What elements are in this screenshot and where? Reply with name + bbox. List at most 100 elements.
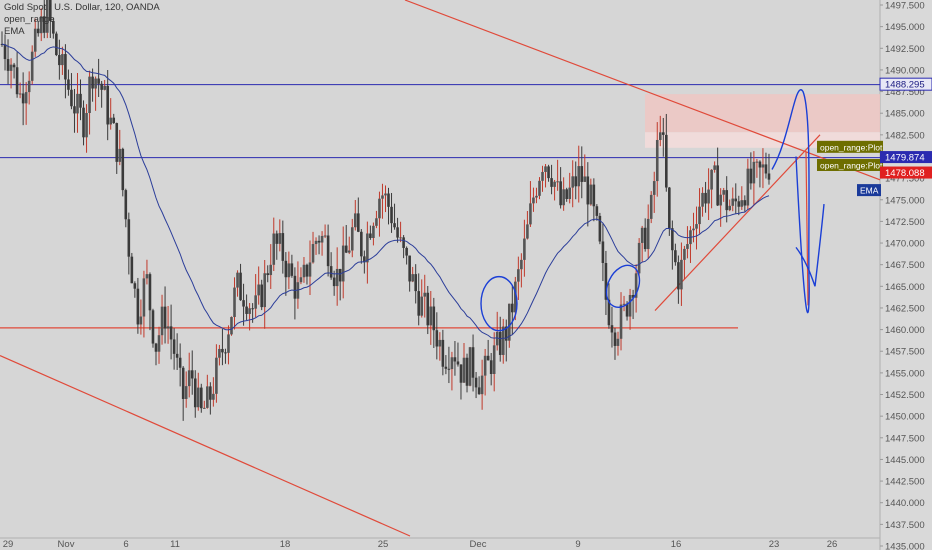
- candle-body: [196, 387, 200, 408]
- candle-body: [341, 245, 345, 282]
- y-tick-label: 1475.000: [885, 195, 925, 206]
- candle-body: [535, 195, 538, 198]
- candle-body: [206, 386, 209, 408]
- candle-body: [734, 198, 738, 202]
- x-tick-label: 6: [123, 539, 128, 550]
- candle-body: [665, 134, 668, 188]
- candle-body: [381, 195, 384, 199]
- candle-body: [619, 304, 623, 339]
- candle-body: [731, 198, 735, 206]
- candle-body: [260, 284, 263, 308]
- candle-body: [755, 161, 759, 163]
- candle-body: [474, 377, 478, 388]
- candle-body: [761, 164, 765, 168]
- candle-body: [583, 176, 587, 182]
- candle-body: [281, 233, 285, 261]
- candle-body: [453, 357, 457, 362]
- candle-body: [45, 0, 49, 33]
- candle-body: [103, 85, 106, 90]
- candle-body: [24, 92, 28, 104]
- candle-body: [661, 132, 665, 135]
- candle-body: [227, 334, 230, 353]
- candle-body: [480, 375, 484, 395]
- candle-body: [607, 299, 611, 326]
- annotation-forecast-path: [771, 89, 810, 314]
- y-tick-label: 1462.500: [885, 303, 925, 314]
- candle-body: [589, 184, 593, 205]
- candle-body: [743, 200, 747, 206]
- candle-body: [640, 227, 644, 243]
- candle-body: [459, 364, 463, 383]
- candle-body: [492, 345, 496, 374]
- candle-body: [275, 233, 279, 244]
- price-label: 1488.295: [879, 77, 932, 91]
- candle-body: [686, 244, 689, 249]
- candle-body: [489, 360, 493, 374]
- candle-body: [18, 93, 22, 95]
- candle-body: [64, 54, 67, 80]
- candle-body: [305, 264, 309, 277]
- y-tick-label: 1442.500: [885, 477, 925, 488]
- candle-body: [504, 326, 508, 341]
- candle-body: [112, 117, 116, 124]
- candle-body: [338, 268, 342, 282]
- candle-body: [387, 193, 390, 207]
- svg-text:1488.295: 1488.295: [885, 80, 925, 91]
- y-tick-label: 1482.500: [885, 130, 925, 141]
- candle-body: [468, 347, 472, 386]
- candle-body: [541, 171, 544, 181]
- candle-body: [353, 213, 357, 228]
- candle-body: [130, 256, 134, 284]
- candle-body: [396, 227, 399, 238]
- candle-body: [616, 338, 620, 346]
- annotation-forecast-arrow: [795, 204, 825, 287]
- candle-body: [311, 244, 315, 263]
- candle-body: [169, 326, 173, 340]
- price-axis-panel: [880, 0, 932, 550]
- candle-body: [175, 353, 179, 358]
- candle-body: [329, 266, 333, 278]
- legend-open-range[interactable]: open_range: [4, 14, 55, 25]
- candle-body: [154, 343, 158, 352]
- candle-body: [565, 189, 568, 200]
- candle-body: [73, 106, 76, 114]
- candle-body: [357, 213, 360, 232]
- candle-body: [595, 206, 599, 216]
- y-tick-label: 1457.500: [885, 347, 925, 358]
- candle-body: [52, 20, 55, 34]
- candle-body: [764, 164, 768, 174]
- candle-body: [3, 44, 7, 60]
- candle-body: [27, 80, 31, 93]
- legend-symbol[interactable]: Gold Spot / U.S. Dollar, 120, OANDA: [4, 2, 160, 13]
- candle-body: [749, 168, 753, 184]
- candle-body: [369, 233, 372, 238]
- candle-body: [272, 233, 276, 265]
- candle-body: [438, 339, 442, 347]
- candle-body: [317, 240, 321, 243]
- candle-body: [462, 357, 466, 383]
- supply-zone: [645, 94, 880, 133]
- candle-body: [332, 277, 336, 287]
- candle-body: [532, 197, 535, 204]
- candle-body: [100, 83, 103, 90]
- candle-body: [514, 281, 517, 313]
- candle-body: [163, 306, 167, 329]
- candle-body: [637, 242, 641, 274]
- candle-body: [414, 274, 417, 292]
- legend-ema[interactable]: EMA: [4, 26, 25, 37]
- candle-body: [215, 357, 218, 394]
- candle-body: [181, 367, 185, 399]
- candle-body: [559, 181, 562, 206]
- candle-body: [314, 240, 318, 245]
- candle-body: [613, 332, 617, 346]
- candle-body: [58, 55, 61, 66]
- candle-body: [257, 284, 260, 296]
- candle-body: [363, 256, 366, 263]
- candle-body: [82, 107, 85, 138]
- candle-body: [360, 231, 363, 257]
- y-tick-label: 1470.000: [885, 239, 925, 250]
- candle-body: [284, 260, 288, 278]
- candle-body: [671, 228, 674, 251]
